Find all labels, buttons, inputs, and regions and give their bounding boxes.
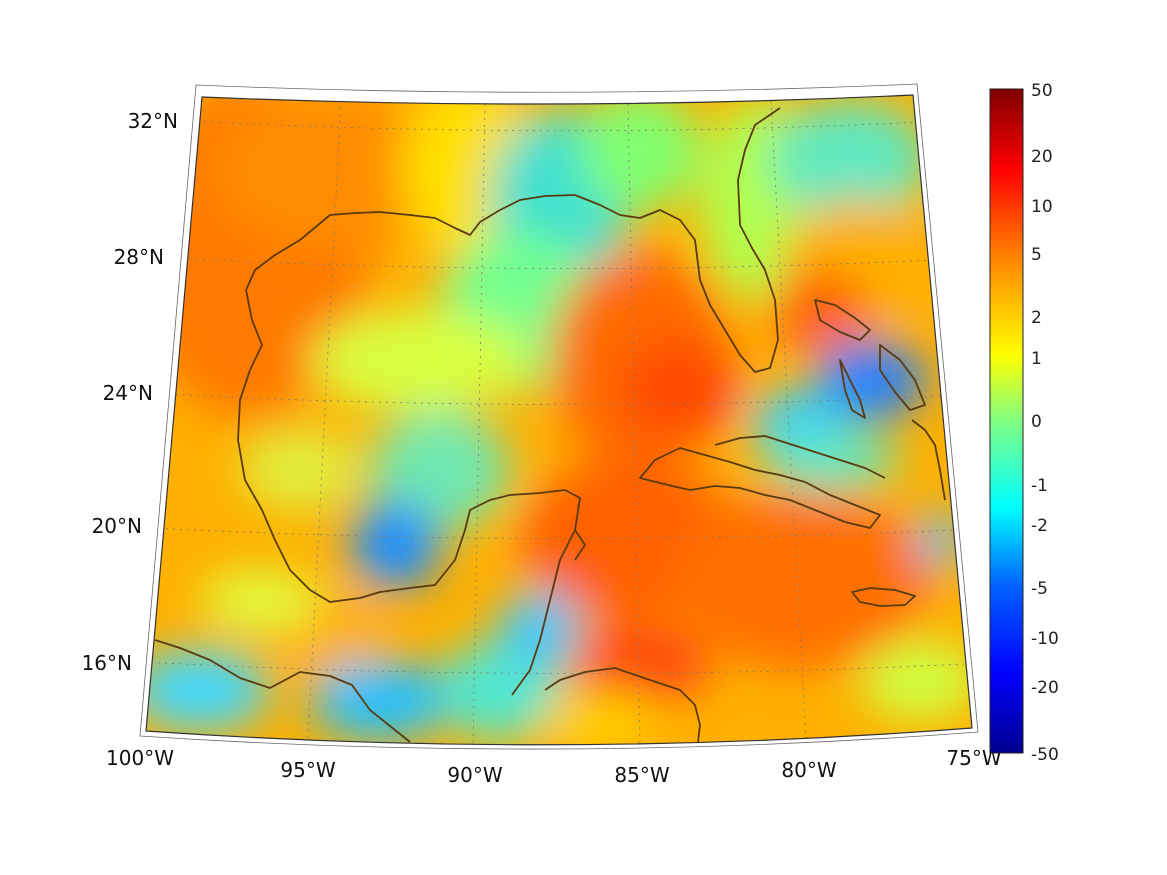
coastline-jamaica: [851, 587, 916, 607]
colorbar-tick-label: 1: [1031, 349, 1042, 369]
lon-label: 85°W: [614, 763, 669, 787]
lat-label: 20°N: [92, 514, 142, 538]
graticule: [146, 99, 965, 745]
map-field: [146, 95, 972, 745]
lat-label: 16°N: [82, 651, 132, 675]
grid-lon-80: [770, 100, 807, 742]
colorbar-tick-label: 2: [1031, 308, 1042, 328]
coastlines: [154, 107, 946, 743]
lat-labels: 32°N 28°N 24°N 20°N 16°N: [82, 109, 178, 675]
lon-label: 80°W: [781, 758, 836, 782]
grid-lon-90: [472, 103, 486, 745]
grid-lat-32: [189, 120, 921, 132]
colorbar-tick-label: -20: [1031, 678, 1059, 698]
coastline-central-america: [154, 639, 411, 743]
colorbar-tick-label: -1: [1031, 476, 1048, 496]
lat-label: 24°N: [103, 381, 153, 405]
colorbar-tick-label: -10: [1031, 629, 1059, 649]
grid-lat-28: [174, 257, 936, 269]
coastline-honduras: [544, 667, 701, 743]
colorbar-tick-label: 0: [1031, 412, 1042, 432]
colorbar-tick-label: 5: [1031, 245, 1042, 265]
lon-label: 95°W: [280, 758, 335, 782]
lon-label: 100°W: [106, 746, 174, 770]
coastline-bahamas: [814, 299, 926, 419]
colorbar-tick-label: 50: [1031, 81, 1053, 101]
lat-label: 28°N: [114, 245, 164, 269]
lat-label: 32°N: [128, 109, 178, 133]
coastline-us-gulf: [245, 107, 781, 373]
map-frame-outer: [139, 83, 979, 750]
grid-lon-95: [307, 99, 342, 739]
colorbar-ramp: [989, 88, 1024, 754]
coastline-mexico-gulf: [237, 289, 581, 696]
map-frame: [145, 94, 973, 746]
colorbar-tick-label: -5: [1031, 579, 1048, 599]
lon-label: 90°W: [447, 763, 502, 787]
colorbar-tick-label: -2: [1031, 516, 1048, 536]
coastline-hispaniola: [911, 419, 946, 501]
coastline-yucatan-east: [574, 529, 586, 561]
coastline-cuba-north: [714, 435, 886, 479]
colorbar: 50 20 10 5 2 1 0 -1 -2 -5 -10 -20 -50: [989, 81, 1059, 765]
coastline-cuba: [639, 447, 881, 529]
colorbar-tick-label: 20: [1031, 147, 1053, 167]
colorbar-tick-label: 10: [1031, 197, 1053, 217]
lon-labels: 100°W 95°W 90°W 85°W 80°W 75°W: [106, 746, 1002, 787]
grid-lat-24: [161, 393, 946, 405]
colorbar-tick-label: -50: [1031, 745, 1059, 765]
